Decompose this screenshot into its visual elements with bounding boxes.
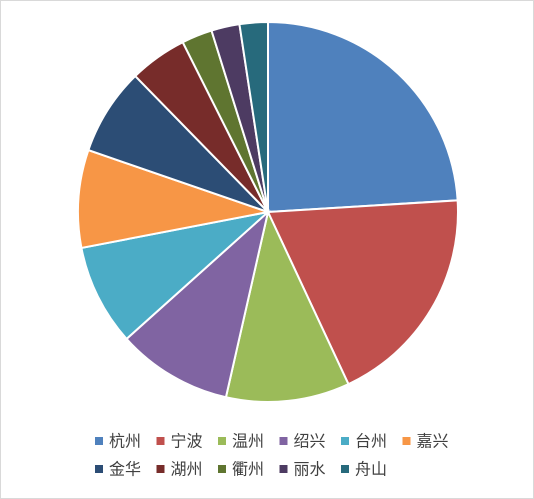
legend-swatch	[341, 437, 349, 445]
legend-swatch	[95, 465, 103, 473]
pie-slice	[266, 199, 459, 386]
legend-label: 衢州	[232, 460, 264, 479]
pie-slice	[77, 148, 272, 250]
legend-swatch	[341, 465, 349, 473]
legend-swatch	[95, 437, 103, 445]
legend-swatch	[218, 465, 226, 473]
legend-label: 杭州	[109, 432, 141, 451]
pie-slice	[80, 210, 272, 341]
legend-label: 绍兴	[294, 432, 326, 451]
pie-slice	[125, 209, 270, 399]
legend-label: 湖州	[171, 460, 203, 479]
legend-label: 舟山	[355, 460, 387, 479]
legend-label: 温州	[232, 432, 264, 451]
legend-label: 台州	[355, 432, 387, 451]
pie-slice	[238, 20, 269, 213]
legend-label: 宁波	[171, 432, 203, 451]
legend-label: 丽水	[294, 460, 326, 479]
legend-label: 嘉兴	[417, 432, 449, 451]
legend-swatch	[279, 437, 288, 445]
legend-swatch	[156, 465, 165, 473]
legend-swatch	[279, 465, 288, 473]
legend-swatch	[218, 437, 226, 445]
legend-swatch	[156, 437, 165, 445]
pie-slice	[224, 208, 350, 403]
legend-label: 金华	[109, 460, 141, 479]
legend-swatch	[402, 437, 411, 445]
pie-slice	[267, 20, 459, 214]
